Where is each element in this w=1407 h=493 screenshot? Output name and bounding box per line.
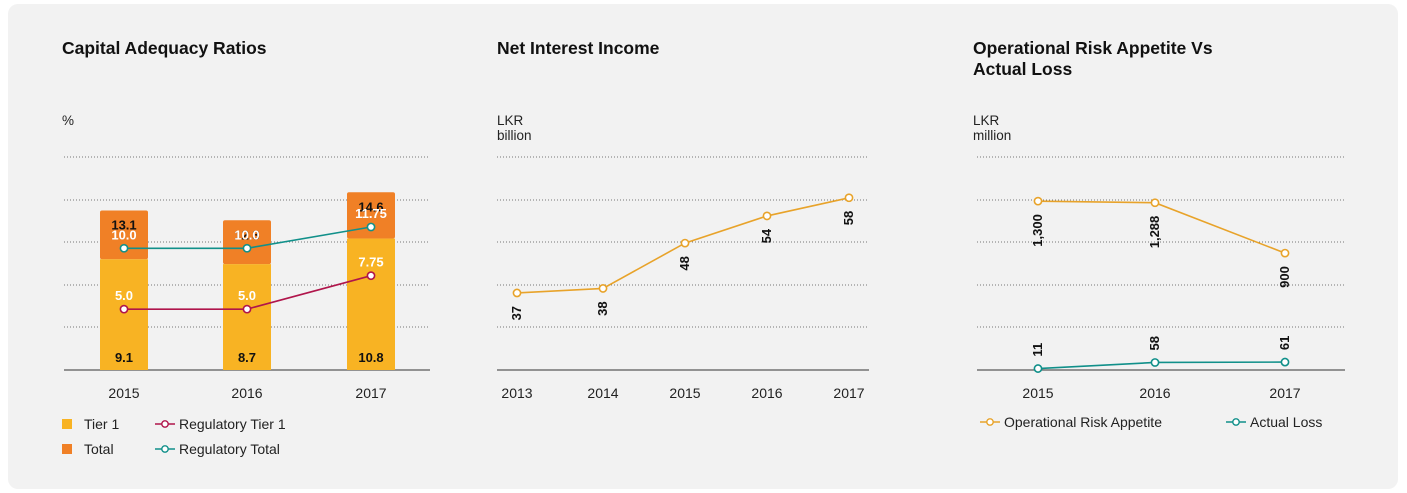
regulatory-total-point [242, 243, 252, 253]
regulatory-tier1-label: 5.0 [115, 288, 133, 303]
legend-label: Regulatory Total [179, 441, 280, 457]
chart-title: Net Interest Income [497, 38, 660, 58]
appetite-point [1280, 248, 1290, 258]
x-tick-label: 2016 [751, 385, 782, 401]
x-tick-label: 2017 [355, 385, 386, 401]
key-marker [161, 420, 169, 428]
legend-item-total: Total [62, 441, 114, 457]
x-tick-label: 2017 [1269, 385, 1300, 401]
actual-loss-data-label: 11 [1030, 343, 1045, 357]
actual-loss-data-label: 58 [1147, 336, 1162, 350]
actual-loss-point [1280, 357, 1290, 367]
key-marker [1232, 418, 1240, 426]
actual-loss-line [1037, 361, 1286, 370]
legend-label: Actual Loss [1250, 414, 1323, 430]
regulatory-total-point [366, 222, 376, 232]
nii-data-label: 38 [595, 301, 610, 315]
nii-data-label: 48 [677, 256, 692, 270]
operational-risk-plot: 1,300 1,288 900 11 58 61 2015 2016 2017 [977, 156, 1345, 401]
legend-label: Operational Risk Appetite [1004, 414, 1162, 430]
regulatory-tier1-label: 7.75 [358, 255, 383, 270]
key-marker [986, 418, 994, 426]
data-label-total: 13.1 [111, 218, 136, 233]
regulatory-tier1-label: 5.0 [238, 288, 256, 303]
key-marker [161, 445, 169, 453]
bar-total [100, 210, 148, 260]
data-label-total: 14.6 [358, 199, 383, 214]
legend-item-appetite: Operational Risk Appetite [979, 414, 1162, 430]
nii-point [512, 288, 522, 298]
x-tick-label: 2015 [1022, 385, 1053, 401]
data-label-total: 12.3 [234, 227, 259, 242]
appetite-data-label: 1,288 [1147, 216, 1162, 249]
regulatory-total-label: 10.0 [111, 227, 136, 242]
appetite-key [980, 418, 1000, 426]
x-tick-label: 2015 [669, 385, 700, 401]
x-tick-label: 2015 [108, 385, 139, 401]
chart-title: Operational Risk Appetite Vs Actual Loss [973, 38, 1213, 79]
regulatory-tier1-point [119, 304, 129, 314]
x-tick-label: 2017 [833, 385, 864, 401]
legend-item-regulatory-total: Regulatory Total [154, 441, 280, 457]
data-label-tier1: 8.7 [238, 350, 256, 365]
nii-point [844, 193, 854, 203]
regulatory-total-label: 10.0 [234, 227, 259, 242]
regulatory-tier1-point [366, 271, 376, 281]
regulatory-tier1-key [155, 420, 175, 428]
legend-label: Regulatory Tier 1 [179, 416, 286, 432]
bar-tier1 [347, 238, 395, 370]
appetite-data-label: 900 [1277, 266, 1292, 288]
x-tick-label: 2014 [587, 385, 618, 401]
nii-point [680, 238, 690, 248]
bar-total [347, 192, 395, 239]
data-label-tier1: 10.8 [358, 350, 383, 365]
appetite-point [1150, 198, 1160, 208]
legend-label: Total [84, 441, 114, 457]
total-swatch [62, 444, 72, 454]
actual-loss-point [1033, 364, 1043, 373]
nii-data-label: 58 [841, 211, 856, 225]
bar-tier1 [223, 264, 271, 370]
nii-data-label: 54 [759, 228, 774, 243]
regulatory-total-label: 11.75 [355, 206, 387, 221]
chart-title: Capital Adequacy Ratios [62, 38, 267, 58]
unit-label: % [62, 113, 75, 128]
nii-point [762, 211, 772, 221]
nii-data-label: 37 [509, 306, 524, 320]
appetite-data-label: 1,300 [1030, 214, 1045, 247]
appetite-point [1033, 196, 1043, 206]
unit-label: LKR million [973, 113, 1012, 143]
net-interest-income-plot: 37 2013 38 2014 48 2015 54 2016 58 2017 [497, 156, 869, 401]
regulatory-tier1-point [242, 304, 252, 314]
x-tick-label: 2013 [501, 385, 532, 401]
actual-loss-key [1226, 418, 1246, 426]
legend-label: Tier 1 [84, 416, 120, 432]
data-label-tier1: 9.1 [115, 350, 133, 365]
actual-loss-data-label: 61 [1277, 336, 1292, 350]
x-tick-label: 2016 [1139, 385, 1170, 401]
regulatory-total-point [119, 243, 129, 253]
regulatory-total-key [155, 445, 175, 453]
legend-item-tier1: Tier 1 [62, 416, 119, 432]
x-tick-label: 2016 [231, 385, 262, 401]
nii-point [598, 284, 608, 293]
legend-item-actual-loss: Actual Loss [1225, 414, 1322, 430]
actual-loss-point [1150, 358, 1160, 367]
bar-tier1 [100, 259, 148, 370]
tier1-swatch [62, 419, 72, 429]
bar-total [223, 220, 271, 265]
capital-adequacy-plot: 9.1 13.1 2015 8.7 12.3 2016 10.8 14.6 2017 10.0 10… [64, 156, 430, 401]
legend-item-regulatory-tier1: Regulatory Tier 1 [154, 416, 286, 432]
unit-label: LKR billion [497, 113, 532, 143]
